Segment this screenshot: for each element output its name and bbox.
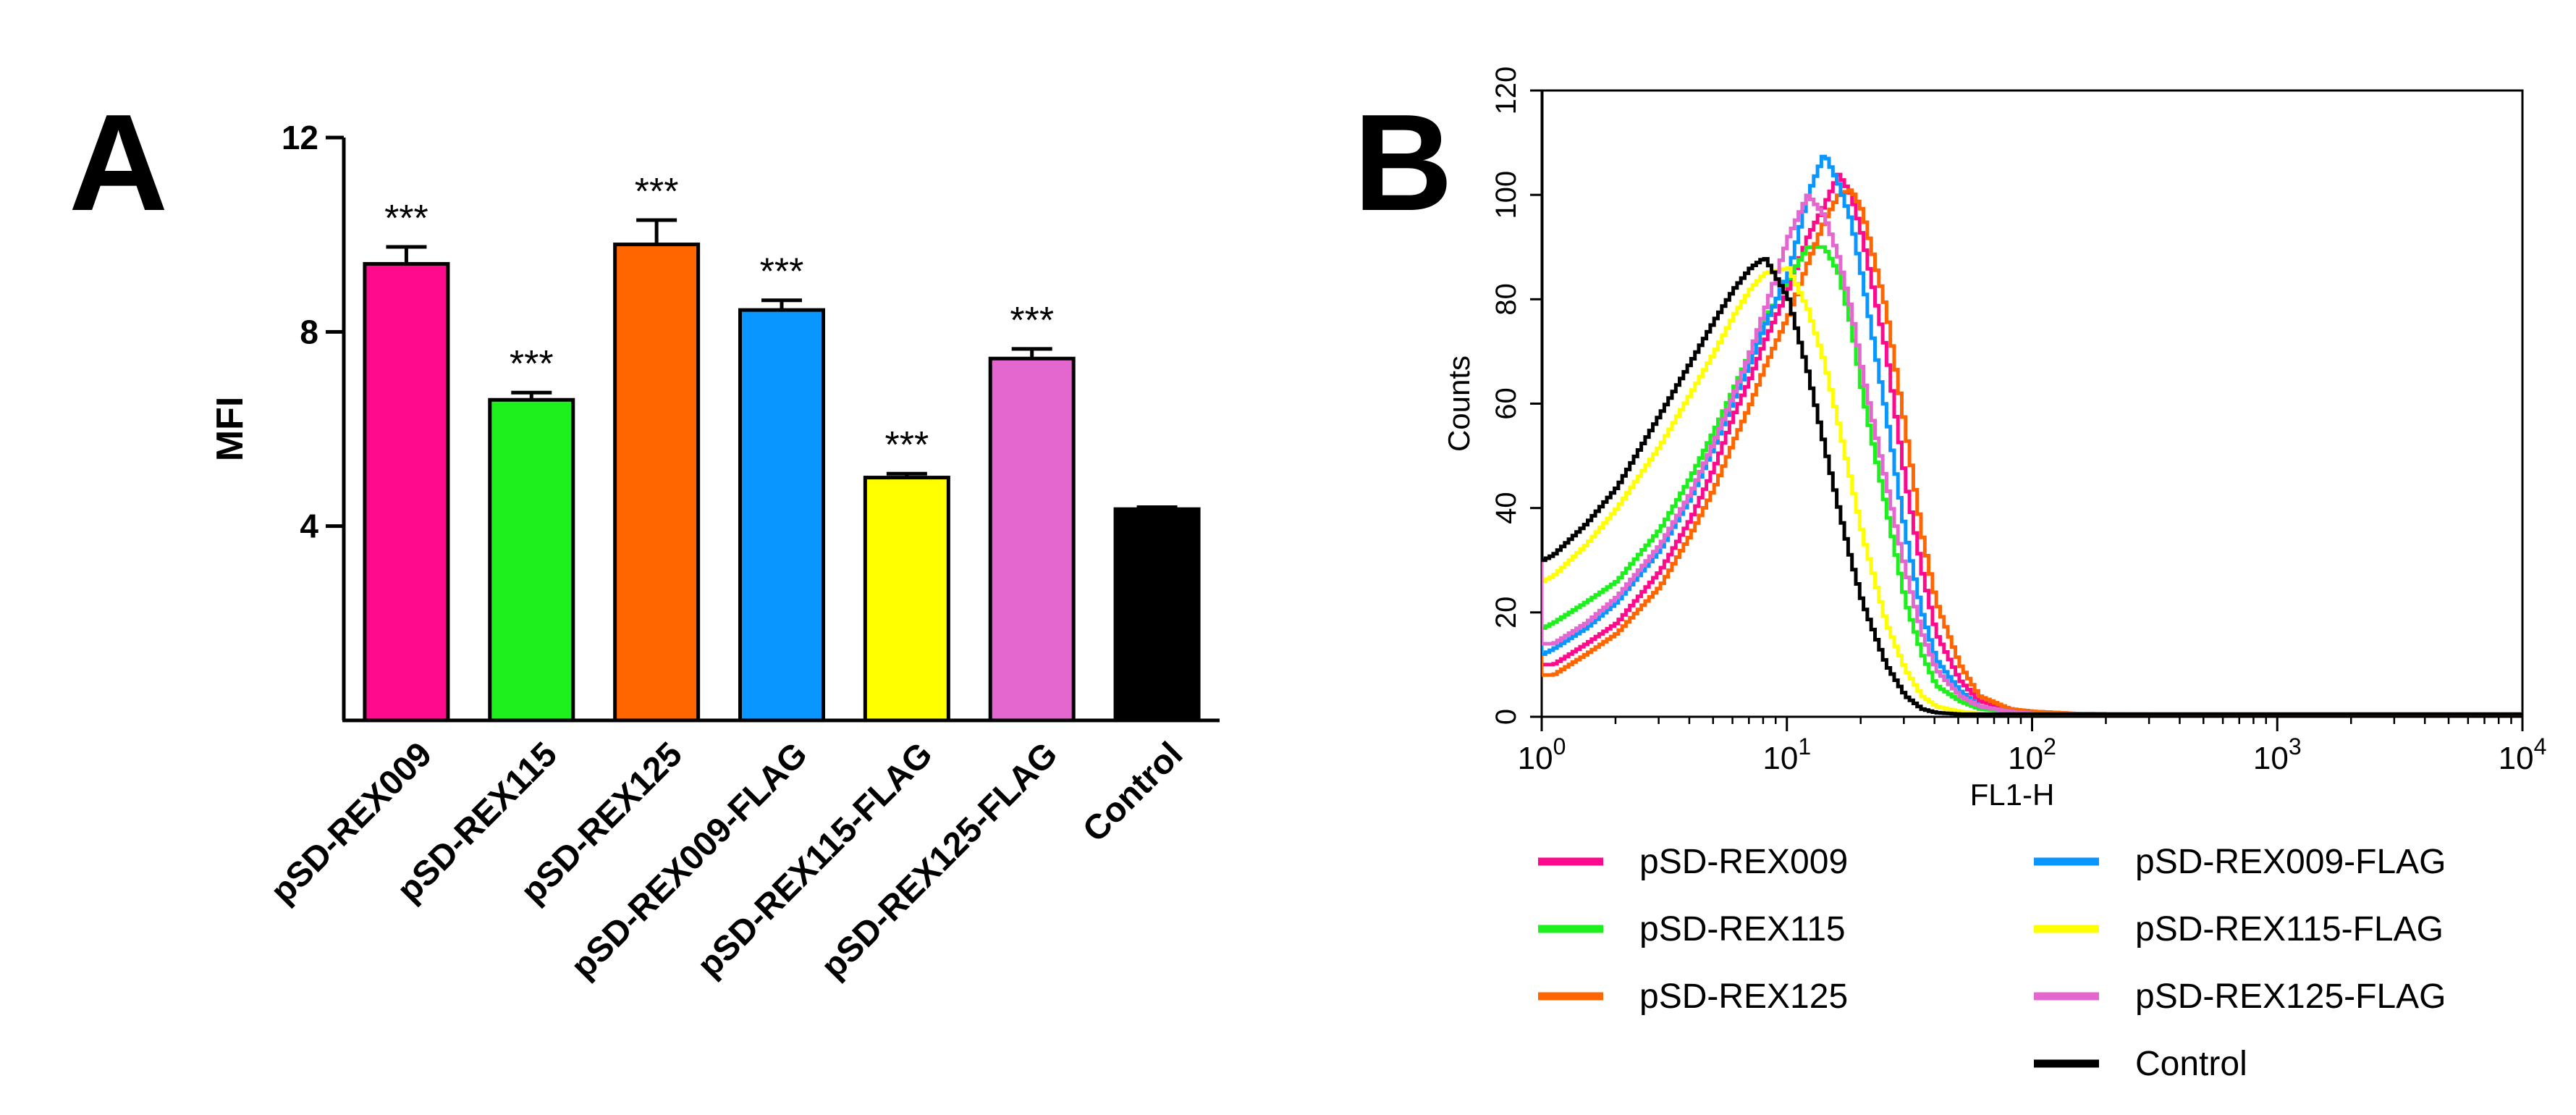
panel-a: A MFI 4812***pSD-REX009***pSD-REX115***p… [69, 86, 1220, 986]
x-tick-label: 104 [2499, 733, 2547, 776]
significance-marker: *** [1010, 300, 1054, 342]
x-tick-label: pSD-REX009-FLAG [564, 735, 815, 986]
significance-marker: *** [635, 171, 679, 213]
y-tick-label: 40 [1490, 492, 1522, 524]
series-control [1542, 91, 2522, 716]
significance-marker: *** [884, 424, 929, 466]
legend-item: pSD-REX125 [1538, 977, 1848, 1016]
x-tick-exponent: 0 [1553, 733, 1566, 760]
bar-psd-rex125-flag [988, 356, 1076, 723]
bar-psd-rex009 [363, 261, 450, 723]
legend-item: pSD-REX115 [1538, 910, 1846, 948]
y-tick-label: 8 [300, 313, 318, 350]
bar-psd-rex009-flag [738, 308, 825, 723]
x-tick-exponent: 4 [2534, 733, 2547, 760]
y-tick-label: 80 [1490, 283, 1522, 316]
legend-label: pSD-REX115 [1639, 910, 1846, 948]
legend-label: Control [2135, 1045, 2247, 1083]
legend-item: pSD-REX009-FLAG [2034, 843, 2446, 881]
y-tick-label: 0 [1490, 709, 1522, 725]
x-tick-base: 10 [2253, 741, 2289, 776]
x-tick-base: 10 [2008, 741, 2043, 776]
panel-b-label: B [1354, 86, 1453, 240]
legend-item: pSD-REX125-FLAG [2034, 977, 2446, 1016]
x-axis-label: FL1-H [1970, 778, 2055, 812]
y-tick-label: 20 [1490, 597, 1522, 629]
legend-label: pSD-REX009 [1639, 843, 1848, 881]
x-tick-base: 10 [2499, 741, 2534, 776]
legend: pSD-REX009 pSD-REX115 pSD-REX125 pSD-REX009… [1538, 843, 2446, 1083]
y-tick-label: 60 [1490, 387, 1522, 420]
significance-marker: *** [384, 198, 428, 240]
x-tick-label: pSD-REX115-FLAG [691, 735, 940, 985]
legend-label: pSD-REX009-FLAG [2135, 843, 2446, 881]
y-tick-label: 4 [300, 508, 318, 545]
y-axis-label: MFI [209, 397, 251, 462]
x-tick-label: 102 [2008, 733, 2056, 776]
x-tick-exponent: 3 [2289, 733, 2302, 760]
bar-psd-rex125 [613, 243, 701, 723]
legend-label: pSD-REX125 [1639, 977, 1848, 1016]
significance-marker: *** [760, 251, 804, 293]
legend-item: pSD-REX009 [1538, 843, 1848, 881]
x-tick-exponent: 2 [2043, 733, 2056, 760]
bar-control [1113, 507, 1201, 723]
significance-marker: *** [510, 343, 554, 385]
y-axis-label: Counts [1442, 355, 1476, 452]
x-tick-label: pSD-REX125-FLAG [814, 735, 1065, 986]
legend-item: Control [2034, 1045, 2247, 1083]
panel-a-label: A [69, 86, 168, 240]
x-tick-base: 10 [1762, 741, 1798, 776]
legend-label: pSD-REX115-FLAG [2135, 910, 2444, 948]
x-tick-label: 101 [1762, 733, 1811, 776]
bar-chart: MFI 4812***pSD-REX009***pSD-REX115***pSD… [209, 119, 1220, 986]
y-tick-label: 100 [1490, 171, 1522, 219]
y-tick-label: 120 [1490, 67, 1522, 115]
x-tick-label: Control [1076, 735, 1190, 849]
x-tick-label: 103 [2253, 733, 2302, 776]
bar-psd-rex115-flag [863, 476, 950, 723]
series-psd-rex115-flag [1542, 91, 2522, 716]
legend-item: pSD-REX115-FLAG [2034, 910, 2444, 948]
x-tick-exponent: 1 [1798, 733, 1811, 760]
x-tick-base: 10 [1518, 741, 1553, 776]
legend-label: pSD-REX125-FLAG [2135, 977, 2446, 1016]
y-tick-label: 12 [282, 119, 318, 156]
bar-psd-rex115 [488, 397, 575, 723]
x-tick-label: 100 [1518, 733, 1566, 776]
